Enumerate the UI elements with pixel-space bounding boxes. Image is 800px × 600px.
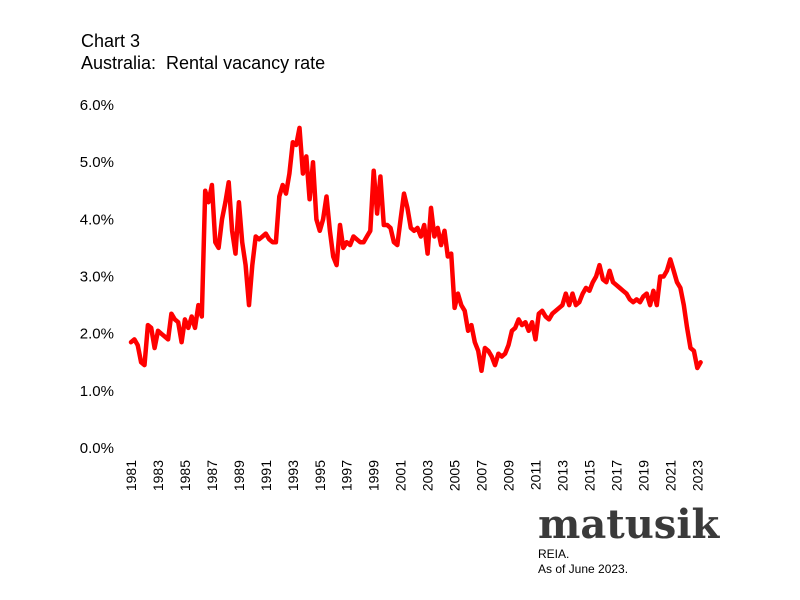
x-tick-label: 2013 xyxy=(554,460,570,491)
x-tick-label: 2005 xyxy=(447,460,463,491)
x-axis: 1981 1983 1985 1987 1989 1991 1993 1995 1997 1999… xyxy=(123,460,705,491)
x-tick-label: 2015 xyxy=(581,460,597,491)
x-tick-label: 2001 xyxy=(393,460,409,491)
as-of-date: As of June 2023. xyxy=(538,562,629,576)
y-tick-label: 1.0% xyxy=(80,383,114,400)
chart-number: Chart 3 xyxy=(81,31,141,51)
x-tick-label: 1983 xyxy=(150,460,166,491)
x-tick-label: 2009 xyxy=(501,460,517,491)
y-tick-label: 5.0% xyxy=(80,154,114,171)
y-tick-label: 3.0% xyxy=(80,269,114,286)
x-tick-label: 2011 xyxy=(527,460,543,490)
x-tick-label: 1997 xyxy=(339,460,355,491)
x-tick-label: 2017 xyxy=(608,460,624,491)
x-tick-label: 2019 xyxy=(635,460,651,491)
y-tick-label: 4.0% xyxy=(80,211,114,228)
y-tick-label: 2.0% xyxy=(80,326,114,343)
x-tick-label: 1981 xyxy=(123,460,139,491)
y-tick-label: 0.0% xyxy=(80,440,114,457)
x-tick-label: 2021 xyxy=(662,460,678,491)
x-tick-label: 2023 xyxy=(689,460,705,491)
x-tick-label: 2003 xyxy=(420,460,436,491)
x-tick-label: 1995 xyxy=(312,460,328,491)
x-tick-label: 1987 xyxy=(204,460,220,491)
chart-subtitle: Australia: Rental vacancy rate xyxy=(81,53,326,73)
series-line-rental-vacancy-rate xyxy=(128,125,703,374)
chart-title-block: Chart 3 Australia: Rental vacancy rate xyxy=(81,30,325,74)
source-label: REIA. xyxy=(538,547,570,561)
series-lines xyxy=(128,125,703,374)
matusik-logo: matusik xyxy=(538,501,720,548)
x-tick-label: 1993 xyxy=(285,460,301,491)
y-tick-label: 6.0% xyxy=(80,97,114,114)
source-note: REIA. As of June 2023. xyxy=(538,547,628,577)
x-tick-label: 1991 xyxy=(258,460,274,491)
x-tick-label: 1999 xyxy=(366,460,382,491)
x-tick-label: 1989 xyxy=(231,460,247,491)
x-tick-label: 2007 xyxy=(474,460,490,491)
x-tick-label: 1985 xyxy=(177,460,193,491)
y-axis: 0.0% 1.0% 2.0% 3.0% 4.0% 5.0% 6.0% xyxy=(80,97,114,457)
